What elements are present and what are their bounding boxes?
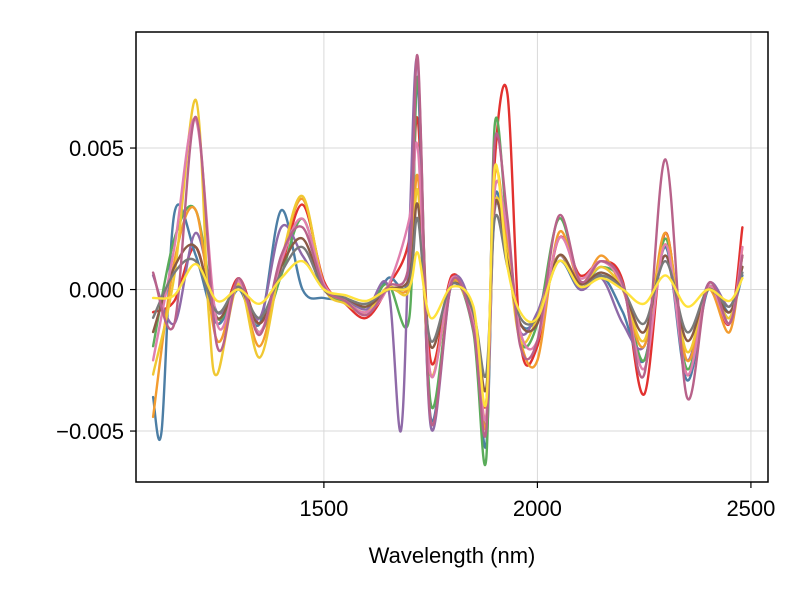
series-line-11 [151, 163, 744, 408]
series-line-1 [151, 83, 744, 409]
x-axis-label: Wavelength (nm) [369, 543, 536, 568]
axis-ticks [130, 147, 752, 488]
series-line-9 [151, 214, 744, 379]
series-line-4 [151, 57, 744, 433]
x-tick-label: 2000 [513, 496, 562, 521]
x-tick-label: 2500 [726, 496, 775, 521]
tick-labels: 1500 2000 2500 −0.005 0.000 0.005 [56, 136, 775, 521]
y-tick-label: −0.005 [56, 419, 124, 444]
plot-frame [135, 31, 769, 483]
y-tick-label: 0.000 [69, 278, 124, 303]
y-tick-label: 0.005 [69, 136, 124, 161]
x-tick-label: 1500 [299, 496, 348, 521]
series-lines [151, 53, 744, 467]
series-line-10 [151, 53, 744, 438]
grid [136, 32, 768, 482]
